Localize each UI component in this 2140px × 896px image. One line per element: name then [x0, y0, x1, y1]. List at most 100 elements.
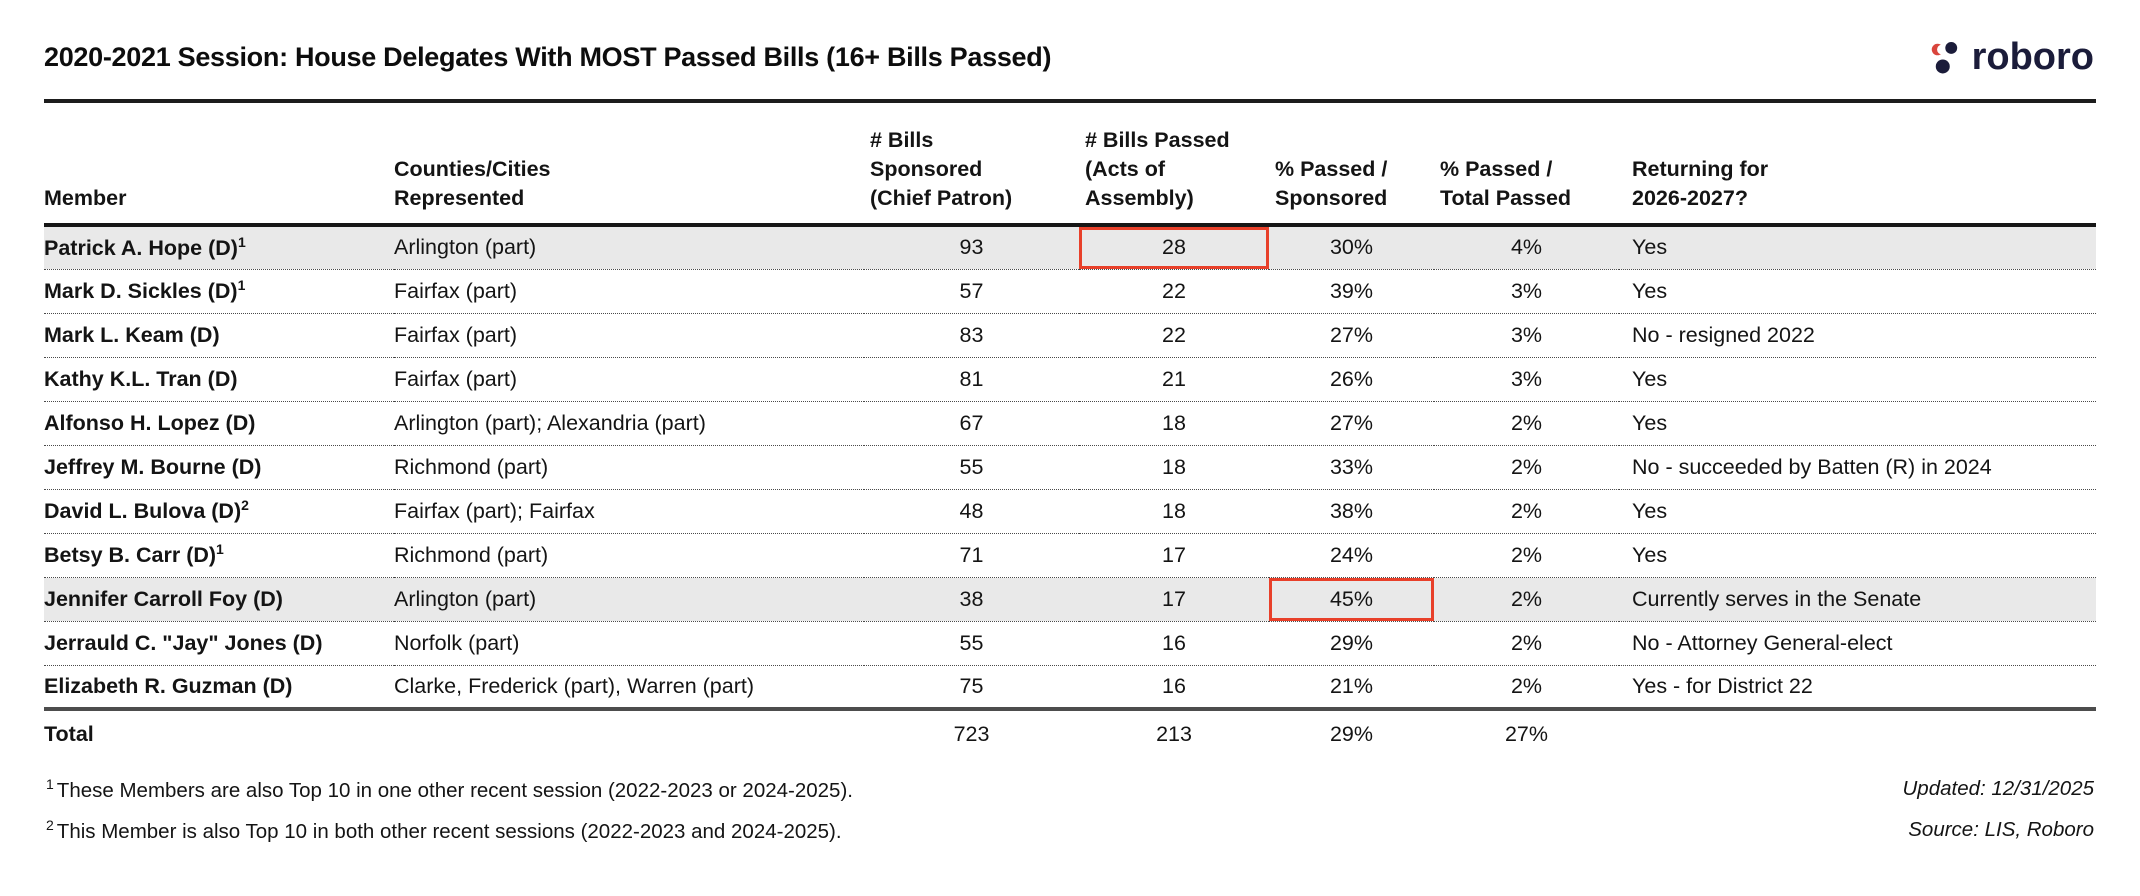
- pct-total-cell: 2%: [1510, 454, 1543, 479]
- member-name: David L. Bulova (D): [44, 499, 242, 524]
- header-sponsored-line1: # Bills: [870, 128, 934, 152]
- pct-sponsored-cell: 30%: [1329, 235, 1374, 260]
- member-cell: Jennifer Carroll Foy (D): [44, 577, 394, 621]
- pct-total-cell: 4%: [1510, 235, 1543, 260]
- pct-sponsored-cell: 38%: [1329, 498, 1374, 523]
- header-passed-line3: Assembly): [1085, 186, 1194, 210]
- member-name: Mark D. Sickles (D): [44, 279, 238, 304]
- counties-cell: Arlington (part): [394, 235, 537, 260]
- counties-cell: Fairfax (part); Fairfax: [394, 498, 595, 523]
- pct-sponsored-cell-highlighted: 45%: [1269, 577, 1434, 621]
- total-counties-cell: [394, 709, 864, 757]
- passed-cell: 21: [1162, 366, 1186, 391]
- header-bills-sponsored: # Bills Sponsored (Chief Patron): [864, 110, 1079, 225]
- header-returning: Returning for 2026-2027?: [1619, 110, 2096, 225]
- header-pct-sponsored-line1: % Passed /: [1275, 157, 1388, 181]
- member-name: Elizabeth R. Guzman (D): [44, 673, 293, 698]
- pct-total-cell: 3%: [1510, 366, 1543, 391]
- member-name: Patrick A. Hope (D): [44, 236, 238, 261]
- member-footnote-marker: 1: [237, 234, 246, 251]
- table-header: Member Counties/Cities Represented # Bil…: [44, 110, 2096, 225]
- member-cell: Patrick A. Hope (D)1: [44, 225, 394, 269]
- total-passed-cell: 213: [1156, 721, 1192, 746]
- header-pct-total-line2: Total Passed: [1440, 186, 1572, 210]
- sponsored-cell: 81: [959, 366, 984, 391]
- table-body: Patrick A. Hope (D)1 Arlington (part) 93…: [44, 225, 2096, 709]
- header-bills-passed: # Bills Passed (Acts of Assembly): [1079, 110, 1269, 225]
- header-pct-sponsored-line2: Sponsored: [1275, 186, 1388, 210]
- table-footer: Total 723 213 29% 27%: [44, 709, 2096, 757]
- returning-cell: No - Attorney General-elect: [1632, 630, 1893, 655]
- page-title: 2020-2021 Session: House Delegates With …: [44, 42, 1052, 72]
- table-row: Jerrauld C. "Jay" Jones (D) Norfolk (par…: [44, 621, 2096, 665]
- pct-sponsored-cell: 24%: [1329, 542, 1374, 567]
- counties-cell: Norfolk (part): [394, 630, 520, 655]
- pct-total-cell: 3%: [1510, 278, 1543, 303]
- passed-cell: 17: [1162, 542, 1186, 567]
- roboro-logo-text: roboro: [1971, 36, 2094, 78]
- member-cell: Jerrauld C. "Jay" Jones (D): [44, 621, 394, 665]
- pct-sponsored-cell: 27%: [1329, 410, 1374, 435]
- passed-cell: 16: [1162, 630, 1186, 655]
- table-row: Mark D. Sickles (D)1 Fairfax (part) 57 2…: [44, 269, 2096, 313]
- table-row: Elizabeth R. Guzman (D) Clarke, Frederic…: [44, 665, 2096, 709]
- member-cell: David L. Bulova (D)2: [44, 489, 394, 533]
- sponsored-cell: 93: [959, 235, 984, 260]
- member-cell: Mark L. Keam (D): [44, 313, 394, 357]
- counties-cell: Arlington (part): [394, 586, 537, 611]
- footnotes: 1 These Members are also Top 10 in one ot…: [46, 764, 853, 846]
- header-member-line: Member: [44, 186, 127, 210]
- passed-cell: 22: [1162, 278, 1186, 303]
- table-row: Alfonso H. Lopez (D) Arlington (part); A…: [44, 401, 2096, 445]
- table-row: Jeffrey M. Bourne (D) Richmond (part) 55…: [44, 445, 2096, 489]
- pct-sponsored-cell: 29%: [1329, 630, 1374, 655]
- total-pct-sponsored-cell: 29%: [1329, 721, 1374, 746]
- counties-cell: Arlington (part); Alexandria (part): [394, 410, 706, 435]
- header-passed-line2: (Acts of: [1085, 157, 1166, 181]
- table-row: Betsy B. Carr (D)1 Richmond (part) 71 17…: [44, 533, 2096, 577]
- footnote-1-text: These Members are also Top 10 in one oth…: [56, 778, 853, 802]
- header-counties-line1: Counties/Cities: [394, 157, 551, 181]
- roboro-logo: roboro: [1929, 36, 2094, 79]
- passed-cell-highlighted: 28: [1079, 225, 1269, 269]
- meta-info: Updated: 12/31/2025 Source: LIS, Roboro: [1903, 768, 2095, 850]
- pct-total-cell: 2%: [1510, 586, 1543, 611]
- sponsored-cell: 57: [959, 278, 984, 303]
- pct-sponsored-cell: 39%: [1329, 278, 1374, 303]
- passed-cell: 16: [1162, 673, 1186, 698]
- member-name: Betsy B. Carr (D): [44, 543, 217, 568]
- member-footnote-marker: 1: [237, 277, 246, 294]
- header-pct-sponsored: % Passed / Sponsored: [1269, 110, 1434, 225]
- pct-total-cell: 2%: [1510, 630, 1543, 655]
- roboro-logo-icon: [1929, 37, 1965, 79]
- passed-cell: 22: [1162, 322, 1186, 347]
- member-footnote-marker: 2: [241, 497, 249, 514]
- counties-cell: Clarke, Frederick (part), Warren (part): [394, 673, 754, 698]
- table-row: Mark L. Keam (D) Fairfax (part) 83 22 27…: [44, 313, 2096, 357]
- pct-total-cell: 3%: [1510, 322, 1543, 347]
- pct-sponsored-cell: 27%: [1329, 322, 1374, 347]
- counties-cell: Fairfax (part): [394, 366, 518, 391]
- header-counties: Counties/Cities Represented: [394, 110, 864, 225]
- returning-cell: Yes: [1632, 278, 1668, 303]
- header-passed-line1: # Bills Passed: [1085, 128, 1230, 152]
- sponsored-cell: 75: [959, 673, 984, 698]
- footnote-1: 1 These Members are also Top 10 in one ot…: [46, 764, 853, 805]
- header-sponsored-line3: (Chief Patron): [870, 186, 1013, 210]
- member-cell: Jeffrey M. Bourne (D): [44, 445, 394, 489]
- header-returning-line2: 2026-2027?: [1632, 186, 1748, 210]
- header-sponsored-line2: Sponsored: [870, 157, 983, 181]
- pct-total-cell: 2%: [1510, 410, 1543, 435]
- passed-cell: 17: [1162, 586, 1186, 611]
- pct-total-cell: 2%: [1510, 498, 1543, 523]
- sponsored-cell: 55: [959, 630, 984, 655]
- header-pct-total-line1: % Passed /: [1440, 157, 1553, 181]
- member-cell: Mark D. Sickles (D)1: [44, 269, 394, 313]
- delegates-table: Member Counties/Cities Represented # Bil…: [44, 110, 2096, 757]
- pct-total-cell: 2%: [1510, 542, 1543, 567]
- sponsored-cell: 67: [959, 410, 984, 435]
- table-row: David L. Bulova (D)2 Fairfax (part); Fai…: [44, 489, 2096, 533]
- member-cell: Betsy B. Carr (D)1: [44, 533, 394, 577]
- total-sponsored-cell: 723: [953, 721, 990, 746]
- table-row: Patrick A. Hope (D)1 Arlington (part) 93…: [44, 225, 2096, 269]
